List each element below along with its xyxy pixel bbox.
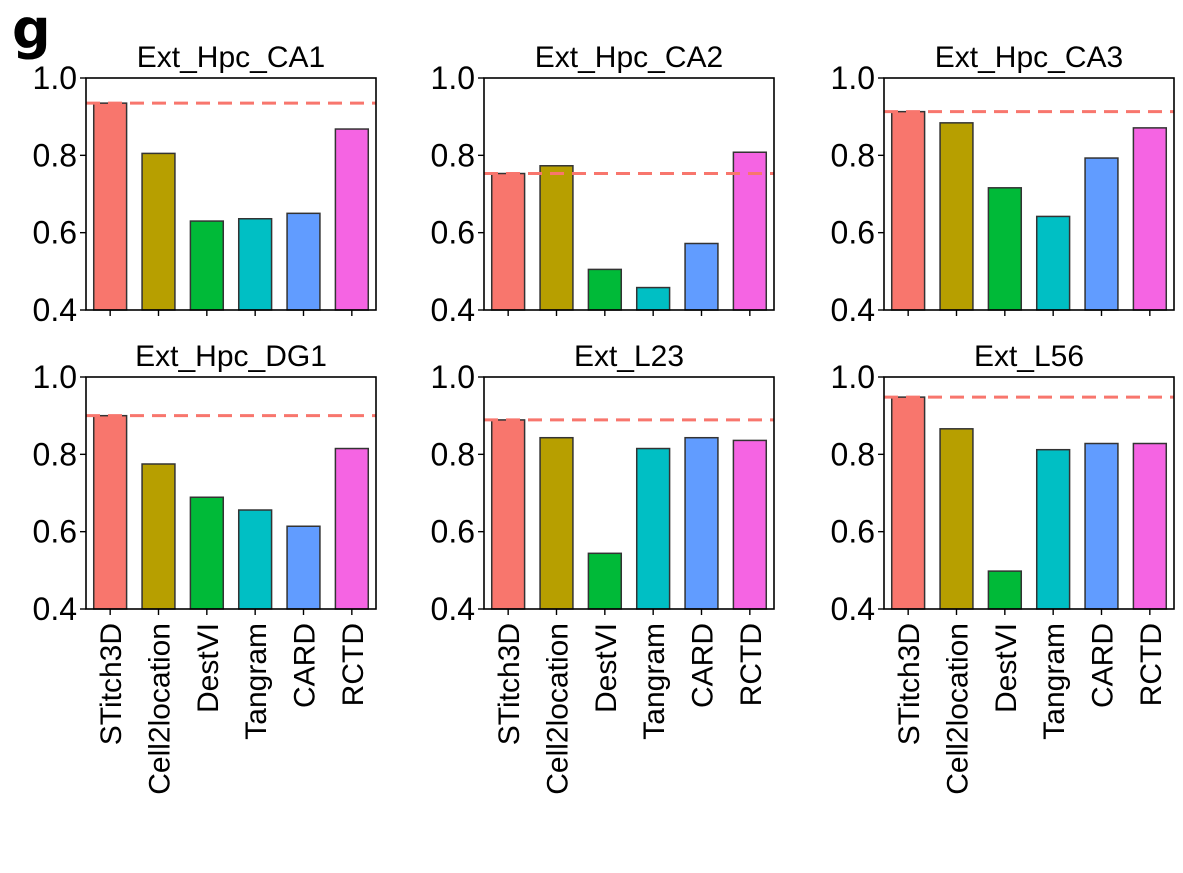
category-label: Tangram	[240, 623, 273, 740]
category-label: Cell2location	[942, 623, 975, 795]
category-label: STitch3D	[95, 623, 128, 745]
y-tick-label: 0.8	[831, 137, 875, 173]
bar-card	[1084, 157, 1119, 311]
bar-stitch3d	[490, 419, 526, 610]
chart-title: Ext_L56	[974, 340, 1084, 373]
category-label: CARD	[289, 623, 322, 708]
bar-card	[286, 212, 321, 311]
bar-cell2location	[939, 122, 974, 311]
category-label: STitch3D	[493, 623, 526, 745]
plot-frame	[85, 376, 377, 610]
bar-destvi	[987, 570, 1023, 610]
bar-cell2location	[539, 436, 574, 610]
bar-tangram	[1035, 215, 1071, 311]
bar-tangram	[635, 447, 671, 610]
category-label: RCTD	[735, 623, 768, 706]
bar-card	[684, 242, 719, 311]
y-tick-label: 0.8	[431, 137, 475, 173]
chart-panel-6: Ext_L56 0.4 0.6 0.8 1.0 STitch3D Cell2location…	[831, 340, 1175, 795]
y-tick-label: 0.4	[431, 292, 475, 328]
category-label: DestVI	[590, 623, 623, 713]
y-tick-label: 0.8	[33, 436, 77, 472]
bar-stitch3d	[92, 102, 128, 311]
category-label: CARD	[1087, 623, 1120, 708]
bar-card	[286, 525, 321, 610]
chart-panel-3: Ext_Hpc_CA3 0.4 0.6 0.8 1.0	[831, 41, 1175, 328]
bar-destvi	[987, 187, 1023, 311]
bar-tangram	[237, 217, 273, 311]
y-tick-label: 0.6	[431, 215, 475, 251]
y-tick-label: 0.8	[431, 436, 475, 472]
y-tick-label: 0.6	[33, 514, 77, 550]
y-tick-label: 1.0	[831, 359, 875, 395]
bar-rctd	[732, 151, 768, 311]
bar-card	[684, 436, 719, 610]
bar-destvi	[587, 552, 623, 610]
bar-destvi	[189, 220, 225, 311]
bar-tangram	[237, 509, 273, 610]
plot-frame	[883, 77, 1175, 311]
chart-panel-5: Ext_L23 0.4 0.6 0.8 1.0 STitch3D Cell2location…	[431, 340, 775, 795]
category-label: Tangram	[638, 623, 671, 740]
chart-title: Ext_Hpc_CA1	[137, 41, 325, 74]
bar-cell2location	[939, 428, 974, 610]
y-tick-label: 1.0	[33, 60, 77, 96]
y-tick-label: 0.4	[831, 292, 875, 328]
bar-rctd	[334, 128, 370, 311]
bar-destvi	[587, 268, 623, 311]
category-label: RCTD	[337, 623, 370, 706]
bar-destvi	[189, 496, 225, 610]
bar-cell2location	[141, 152, 176, 311]
y-tick-label: 0.4	[33, 292, 77, 328]
bar-cell2location	[141, 463, 176, 610]
y-tick-label: 0.6	[33, 215, 77, 251]
category-label: Cell2location	[144, 623, 177, 795]
y-tick-label: 0.4	[431, 591, 475, 627]
chart-panel-2: Ext_Hpc_CA2 0.4 0.6 0.8 1.0	[431, 41, 775, 328]
plot-frame	[85, 77, 377, 311]
category-label: STitch3D	[893, 623, 926, 745]
chart-panel-1: Ext_Hpc_CA1 0.4 0.6 0.8 1.0	[33, 41, 377, 328]
chart-panel-4: Ext_Hpc_DG1 0.4 0.6 0.8 1.0 STitch3D Cell2loca…	[33, 340, 377, 795]
y-tick-label: 0.6	[831, 514, 875, 550]
bar-stitch3d	[890, 396, 926, 610]
bar-stitch3d	[890, 110, 926, 311]
category-label: CARD	[687, 623, 720, 708]
chart-title: Ext_Hpc_CA3	[935, 41, 1123, 74]
category-label: DestVI	[990, 623, 1023, 713]
plot-frame	[483, 376, 775, 610]
bar-rctd	[334, 447, 370, 610]
category-label: Cell2location	[542, 623, 575, 795]
panel-label: g	[12, 0, 51, 61]
plot-frame	[883, 376, 1175, 610]
bar-tangram	[1035, 448, 1071, 610]
y-tick-label: 1.0	[431, 359, 475, 395]
y-tick-label: 1.0	[33, 359, 77, 395]
bar-cell2location	[539, 165, 574, 311]
bar-rctd	[1132, 127, 1168, 311]
bar-tangram	[635, 286, 671, 311]
category-label: RCTD	[1135, 623, 1168, 706]
y-tick-label: 1.0	[431, 60, 475, 96]
y-tick-label: 0.4	[33, 591, 77, 627]
y-tick-label: 0.8	[831, 436, 875, 472]
category-label: DestVI	[192, 623, 225, 713]
y-tick-label: 0.6	[431, 514, 475, 550]
y-tick-label: 0.8	[33, 137, 77, 173]
chart-title: Ext_Hpc_CA2	[535, 41, 723, 74]
chart-title: Ext_L23	[574, 340, 684, 373]
bar-stitch3d	[92, 414, 128, 610]
chart-title: Ext_Hpc_DG1	[135, 340, 327, 373]
bar-stitch3d	[490, 172, 526, 311]
bar-rctd	[732, 439, 768, 610]
bar-rctd	[1132, 442, 1168, 610]
plot-frame	[483, 77, 775, 311]
y-tick-label: 1.0	[831, 60, 875, 96]
y-tick-label: 0.6	[831, 215, 875, 251]
y-tick-label: 0.4	[831, 591, 875, 627]
category-label: Tangram	[1038, 623, 1071, 740]
bar-card	[1084, 442, 1119, 610]
